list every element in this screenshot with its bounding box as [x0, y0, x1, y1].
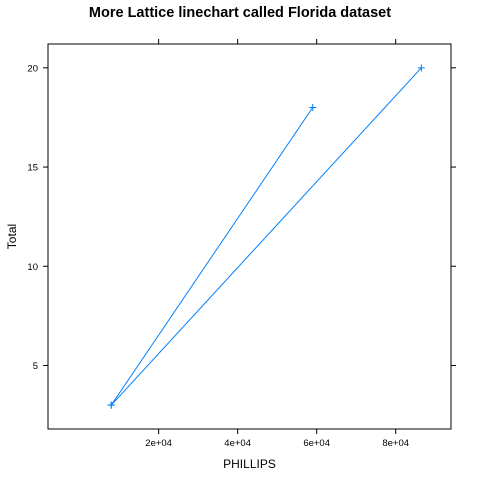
- y-tick-label: 5: [33, 361, 38, 372]
- x-axis-label: PHILLIPS: [223, 457, 276, 471]
- data-series: [107, 64, 425, 409]
- data-point: [107, 401, 115, 409]
- data-point: [417, 64, 425, 72]
- data-point: [309, 104, 317, 112]
- axis-tick-labels: 2e+04 4e+04 6e+04 8e+04 5 10 15 20: [27, 63, 409, 449]
- x-tick-label: 8e+04: [382, 438, 409, 449]
- series-line: [110, 67, 422, 406]
- x-tick-label: 4e+04: [224, 438, 251, 449]
- x-tick-label: 6e+04: [303, 438, 330, 449]
- y-axis-label: Total: [5, 224, 19, 249]
- x-tick-label: 2e+04: [145, 438, 172, 449]
- y-tick-label: 15: [27, 163, 38, 174]
- y-tick-label: 10: [27, 262, 38, 273]
- chart-title: More Lattice linechart called Florida da…: [89, 5, 391, 21]
- plot-frame: [47, 43, 452, 430]
- y-tick-label: 20: [27, 63, 38, 74]
- axis-ticks: [43, 39, 456, 434]
